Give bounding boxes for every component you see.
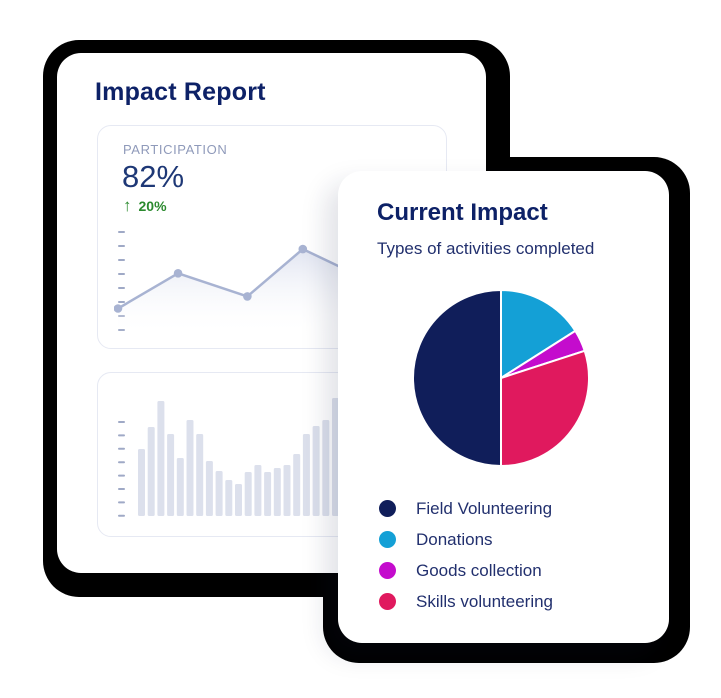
legend-color-dot <box>379 531 396 548</box>
legend-label: Donations <box>416 530 493 549</box>
legend-color-dot <box>379 593 396 610</box>
participation-value: 82% <box>122 159 185 194</box>
current-impact-title: Current Impact <box>377 199 548 226</box>
legend-item-field-volunteering: Field Volunteering <box>379 500 553 517</box>
legend-label: Field Volunteering <box>416 499 553 518</box>
current-impact-subtitle: Types of activities completed <box>377 239 595 258</box>
activity-bar-chart <box>118 398 339 517</box>
legend-color-dot <box>379 500 396 517</box>
participation-label: PARTICIPATION <box>123 142 228 157</box>
current-impact-card: Current Impact Types of activities compl… <box>338 171 669 643</box>
participation-delta: ↑ 20% <box>123 197 167 214</box>
participation-delta-value: 20% <box>138 197 167 214</box>
impact-report-title: Impact Report <box>95 78 266 106</box>
legend-item-goods-collection: Goods collection <box>379 562 553 579</box>
legend-label: Goods collection <box>416 561 542 580</box>
legend-color-dot <box>379 562 396 579</box>
pie-legend: Field Volunteering Donations Goods colle… <box>379 500 553 610</box>
legend-item-donations: Donations <box>379 531 553 548</box>
participation-line-chart <box>114 231 353 336</box>
legend-label: Skills volunteering <box>416 592 554 611</box>
up-arrow-icon: ↑ <box>123 196 132 215</box>
legend-item-skills-volunteering: Skills volunteering <box>379 593 553 610</box>
activities-pie-chart <box>412 289 590 467</box>
